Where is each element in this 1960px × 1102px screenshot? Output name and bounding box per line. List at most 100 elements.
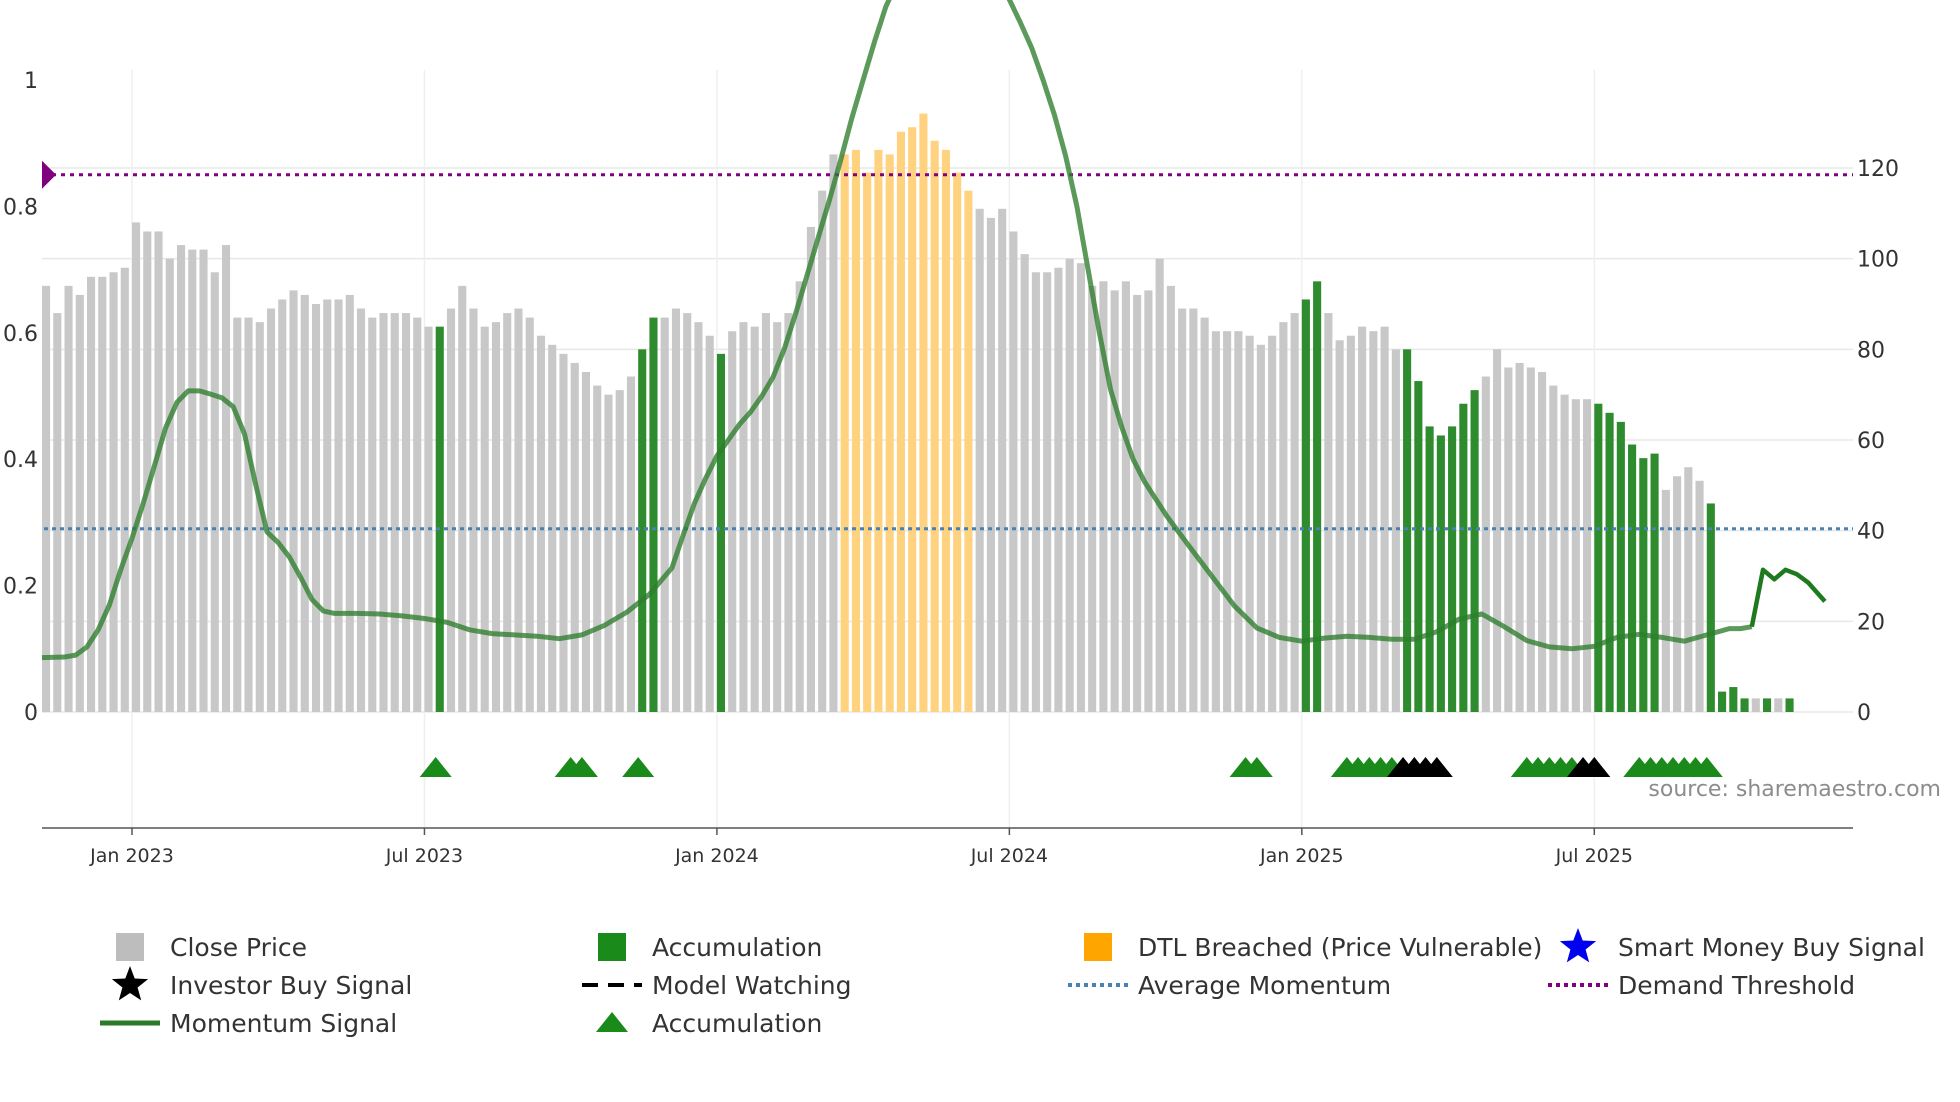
legend-item: Momentum Signal	[100, 1009, 397, 1038]
price-bar	[1470, 390, 1479, 712]
price-bar	[1594, 403, 1603, 712]
x-tick-label: Jul 2023	[385, 845, 463, 867]
price-bar	[289, 290, 298, 712]
price-bar	[1785, 698, 1794, 712]
price-bar	[1583, 399, 1592, 712]
price-bar	[278, 299, 287, 712]
legend-label: Accumulation	[652, 933, 822, 962]
price-bar	[874, 149, 883, 712]
legend-label: DTL Breached (Price Vulnerable)	[1138, 933, 1542, 962]
price-bar	[356, 308, 366, 712]
price-bar	[1673, 476, 1682, 712]
price-bar	[1268, 335, 1277, 712]
demand-threshold-marker	[42, 160, 56, 189]
left-tick-label: 1	[24, 69, 38, 94]
price-bar	[953, 172, 962, 713]
price-bar	[908, 127, 917, 712]
price-bar	[1448, 426, 1457, 712]
x-tick-label: Jan 2023	[89, 845, 174, 867]
investor-signal-marker	[1578, 757, 1611, 777]
price-bar	[536, 335, 546, 712]
price-bar	[1369, 331, 1378, 712]
accumulation-marker	[622, 757, 655, 777]
price-bar	[1605, 412, 1614, 712]
price-bar	[1358, 326, 1367, 712]
momentum-signal-line	[41, 0, 1753, 661]
price-bar	[413, 317, 422, 712]
price-bar	[266, 308, 276, 712]
price-bar	[1459, 403, 1468, 712]
price-bar	[806, 226, 815, 712]
price-bar	[604, 394, 613, 712]
price-bar	[784, 313, 793, 712]
price-bar	[1065, 258, 1074, 712]
legend-item: Accumulation	[598, 933, 822, 962]
price-bar	[469, 308, 478, 712]
price-bar	[210, 272, 219, 712]
price-bar	[649, 317, 658, 712]
price-bar	[311, 304, 321, 712]
price-bar	[446, 308, 456, 712]
legend-label: Demand Threshold	[1618, 971, 1855, 1000]
price-bar	[1538, 372, 1547, 712]
price-bar	[1200, 317, 1209, 712]
price-bar	[1020, 254, 1029, 712]
price-bar	[1403, 349, 1412, 712]
price-bar	[379, 313, 388, 712]
legend-item: Investor Buy Signal	[111, 966, 412, 1001]
momentum-signal	[41, 0, 1827, 661]
price-bar	[1616, 421, 1625, 712]
axes: 0 20 40 60 80 100 120 0 0.2 0.4 0.6 0.8 1 Jan 2023 Jul…	[3, 69, 1899, 867]
right-tick-label: 80	[1857, 338, 1885, 363]
x-tick-label: Jul 2025	[1555, 845, 1633, 867]
price-bar	[1661, 489, 1670, 712]
price-bar	[773, 322, 782, 712]
price-bar	[1380, 326, 1389, 712]
price-bar	[514, 308, 523, 712]
price-bar	[98, 276, 107, 712]
investor-signal-marker	[1420, 757, 1453, 777]
price-bar	[683, 313, 692, 712]
legend-item: Smart Money Buy Signal	[1559, 928, 1925, 963]
price-bar	[1313, 281, 1322, 712]
price-bar	[761, 313, 770, 712]
price-bar	[728, 331, 737, 712]
legend-label: Model Watching	[652, 971, 852, 1000]
legend-label: Momentum Signal	[170, 1009, 397, 1038]
price-bar	[1031, 272, 1040, 712]
price-bar	[401, 313, 411, 712]
price-bar	[1493, 349, 1502, 712]
accumulation-marker	[419, 757, 452, 777]
price-bar	[1335, 340, 1344, 712]
legend-item: Average Momentum	[1068, 971, 1391, 1000]
price-bar	[458, 285, 467, 712]
legend-triangle	[596, 1012, 628, 1032]
price-bar	[660, 317, 669, 712]
price-bar	[1425, 426, 1434, 712]
price-bar	[42, 285, 51, 712]
price-bar	[53, 313, 62, 712]
price-bar	[1009, 231, 1018, 712]
price-bar	[559, 353, 568, 712]
price-bar	[525, 317, 534, 712]
price-bar	[244, 317, 253, 712]
price-bar	[491, 322, 501, 712]
right-tick-label: 40	[1857, 520, 1885, 545]
price-bar	[199, 249, 208, 712]
price-bar	[638, 349, 647, 712]
price-bar	[1729, 687, 1738, 712]
price-bar	[739, 322, 748, 712]
price-bar	[143, 231, 152, 712]
x-tick-label: Jul 2024	[970, 845, 1048, 867]
left-tick-label: 0	[24, 701, 38, 726]
price-bar	[188, 249, 197, 712]
x-tick-label: Jan 2024	[674, 845, 759, 867]
legend-swatch	[598, 933, 626, 961]
price-bar	[1234, 331, 1243, 712]
price-bar	[851, 149, 860, 712]
price-bar	[694, 322, 703, 712]
price-bar	[1684, 467, 1693, 712]
price-bar	[1121, 281, 1130, 712]
price-bar	[368, 317, 377, 712]
